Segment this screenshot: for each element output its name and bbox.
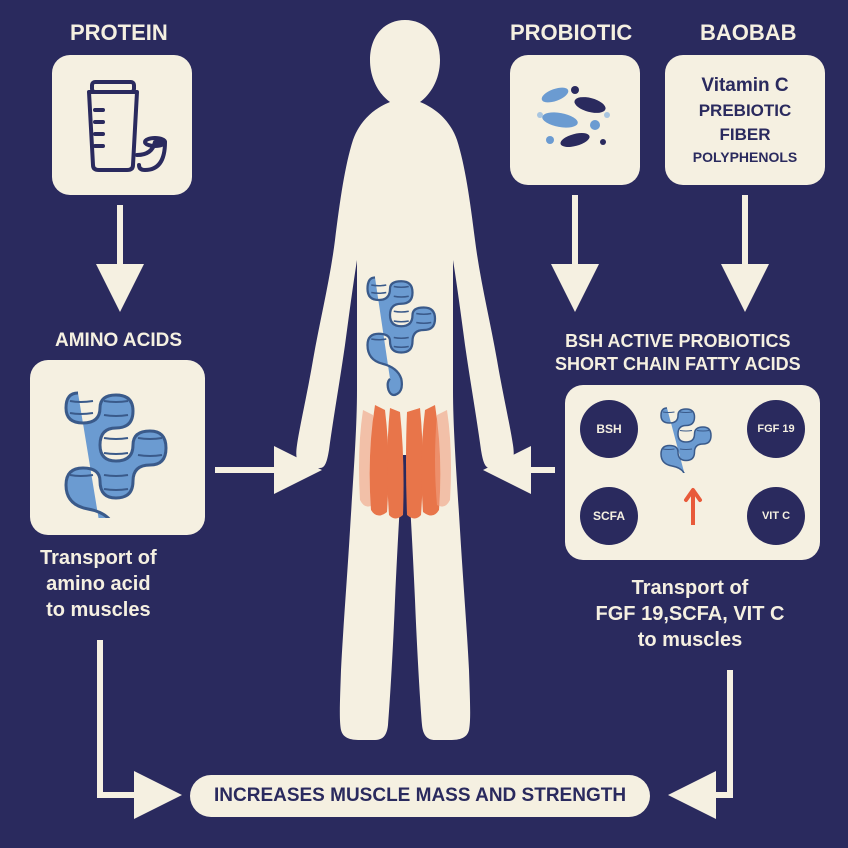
scfa-badge: SCFA [580,487,638,545]
red-up-arrow-icon [683,485,703,525]
baobab-vitaminc: Vitamin C [701,75,788,97]
baobab-label: BAOBAB [700,20,797,46]
baobab-prebiotic: PREBIOTIC [699,101,792,121]
baobab-card: Vitamin C PREBIOTIC FIBER POLYPHENOLS [665,55,825,185]
baobab-polyphenols: POLYPHENOLS [693,149,798,165]
bsh-title: BSH ACTIVE PROBIOTICS SHORT CHAIN FATTY … [555,330,801,377]
baobab-fiber: FIBER [720,125,771,145]
vitc-badge: VIT C [747,487,805,545]
amino-acids-card [30,360,205,535]
left-caption: Transport of amino acid to muscles [40,545,157,623]
bsh-badge: BSH [580,400,638,458]
shaker-icon [67,70,177,180]
right-caption: Transport of FGF 19,SCFA, VIT C to muscl… [575,575,805,653]
amino-acids-label: AMINO ACIDS [55,330,182,352]
outcome-pill: INCREASES MUSCLE MASS AND STRENGTH [190,775,650,817]
fgf19-badge: FGF 19 [747,400,805,458]
protein-card [52,55,192,195]
human-body-icon [245,10,565,750]
bsh-card: BSH FGF 19 SCFA VIT C [565,385,820,560]
gut-icon [48,378,188,518]
protein-label: PROTEIN [70,20,168,46]
small-gut-icon [657,403,727,473]
